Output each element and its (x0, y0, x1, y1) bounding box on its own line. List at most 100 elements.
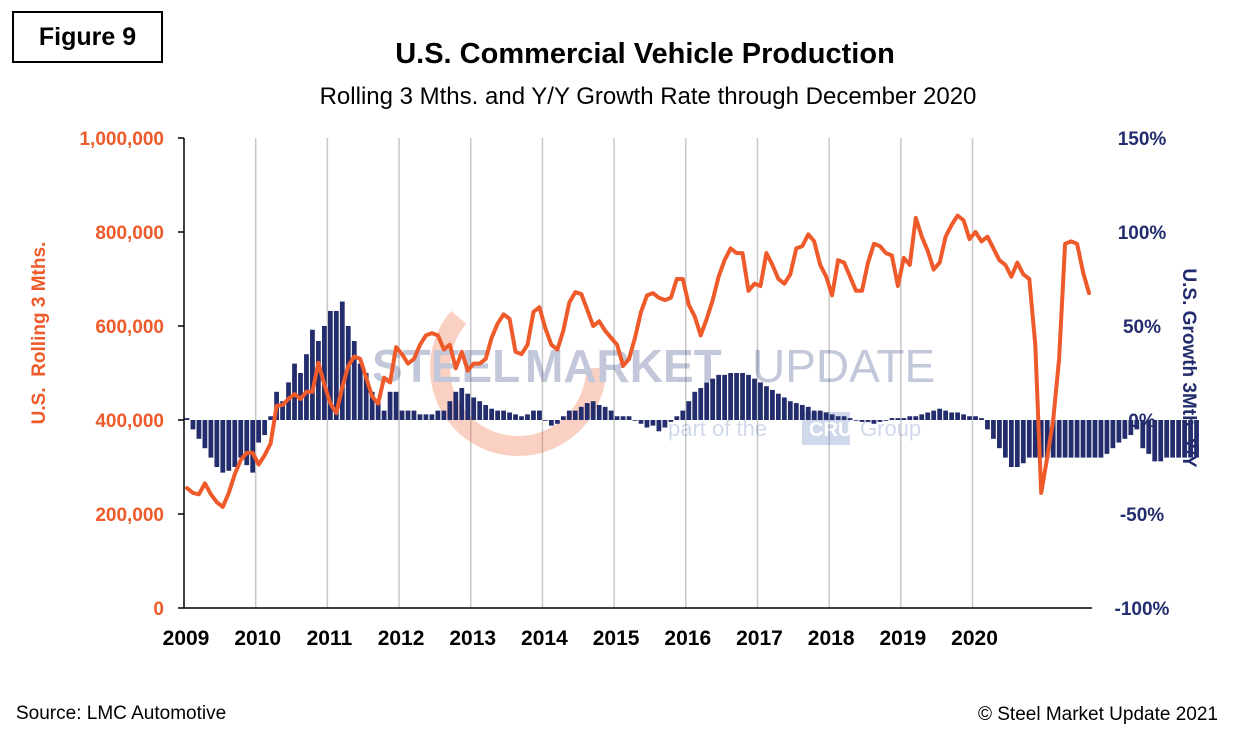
growth-bar (817, 410, 823, 420)
x-tick-label: 2020 (951, 627, 998, 650)
growth-bar (734, 373, 739, 420)
growth-bar (483, 404, 489, 420)
growth-bar (925, 412, 931, 420)
right-tick-label: 100% (1118, 223, 1167, 244)
growth-bar (435, 410, 441, 420)
growth-bar (519, 416, 524, 420)
watermark-brand-right: UPDATE (752, 340, 935, 392)
growth-bar (1116, 420, 1122, 443)
growth-bar (256, 420, 262, 443)
growth-bar (973, 416, 978, 420)
growth-bar (1008, 420, 1014, 467)
x-tick-label: 2017 (736, 627, 783, 650)
growth-bar (1062, 420, 1068, 458)
growth-bar (214, 420, 220, 467)
growth-bar (955, 412, 960, 420)
growth-bar (614, 416, 620, 420)
growth-bar (716, 374, 722, 420)
right-tick-label: 0% (1128, 411, 1156, 432)
growth-bar (190, 420, 196, 430)
growth-bar (333, 310, 339, 420)
growth-bar (357, 363, 363, 420)
growth-bar (1140, 420, 1146, 449)
growth-bar (1152, 420, 1158, 462)
x-tick-label: 2012 (378, 627, 425, 650)
growth-bar (632, 420, 638, 421)
growth-bar (937, 408, 943, 420)
growth-bar (901, 418, 907, 420)
growth-bar (292, 363, 297, 420)
growth-bar (811, 410, 817, 420)
growth-bar (602, 406, 608, 420)
growth-bar (692, 391, 698, 420)
growth-bar (232, 420, 238, 467)
growth-bar (787, 401, 793, 420)
growth-bar (967, 416, 972, 420)
growth-bar (310, 329, 315, 420)
growth-bar (1146, 420, 1152, 454)
growth-bar (1134, 420, 1140, 430)
growth-bar (316, 341, 321, 420)
growth-bar (321, 326, 327, 420)
growth-bar (226, 420, 232, 471)
growth-bar (746, 374, 751, 420)
growth-bar (507, 412, 512, 420)
growth-bar (411, 410, 417, 420)
growth-bar (369, 391, 375, 420)
growth-bar (238, 420, 244, 458)
left-tick-label: 0 (153, 599, 164, 620)
growth-bar (250, 420, 256, 473)
growth-bar (1056, 420, 1062, 458)
growth-bar (698, 388, 704, 420)
growth-bar (375, 401, 381, 420)
watermark: STEEL MARKET UPDATE part of the CRU Grou… (372, 280, 935, 456)
growth-bar (584, 403, 590, 420)
growth-bar (1194, 420, 1199, 458)
growth-bar (1170, 420, 1176, 458)
growth-bar (859, 420, 865, 422)
figure-label: Figure 9 (12, 11, 163, 63)
growth-bar (1104, 420, 1110, 454)
growth-bar (1110, 420, 1116, 449)
growth-bar (722, 374, 728, 420)
growth-bar (501, 410, 506, 420)
growth-bar (1086, 420, 1092, 458)
growth-bar (979, 418, 984, 420)
growth-bar (1002, 420, 1008, 458)
growth-bar (626, 416, 632, 420)
growth-bar (668, 420, 674, 422)
growth-bar (525, 414, 530, 420)
growth-bar (764, 386, 769, 420)
growth-bar (620, 416, 626, 420)
growth-bar (537, 410, 542, 420)
growth-bar (1182, 420, 1187, 458)
growth-bar (865, 420, 871, 422)
growth-bar (656, 420, 662, 432)
growth-bar (196, 420, 202, 439)
right-axis-title: U.S. Growth 3Mth. Y/Y (1178, 268, 1199, 467)
x-tick-label: 2018 (808, 627, 855, 650)
growth-bar (799, 404, 805, 420)
growth-bar (548, 420, 554, 426)
growth-bar (1122, 420, 1128, 439)
watermark-tagline-left: part of the (668, 416, 767, 441)
growth-bar (399, 410, 405, 420)
growth-bar (823, 412, 829, 420)
growth-bar (740, 373, 745, 420)
growth-bar (805, 406, 811, 420)
growth-bar (304, 354, 309, 420)
growth-bar (471, 397, 477, 420)
source-note: Source: LMC Automotive (16, 703, 227, 724)
growth-bar (1176, 420, 1182, 458)
growth-bar (871, 420, 877, 424)
growth-bar (447, 401, 453, 420)
x-tick-label: 2013 (449, 627, 496, 650)
chart-subtitle: Rolling 3 Mths. and Y/Y Growth Rate thro… (319, 83, 977, 110)
left-tick-label: 400,000 (95, 411, 164, 432)
growth-bar (590, 401, 596, 420)
growth-bar (417, 414, 423, 420)
x-tick-label: 2016 (664, 627, 711, 650)
growth-bar (943, 410, 949, 420)
growth-bar (770, 389, 775, 420)
growth-bar (835, 416, 841, 420)
